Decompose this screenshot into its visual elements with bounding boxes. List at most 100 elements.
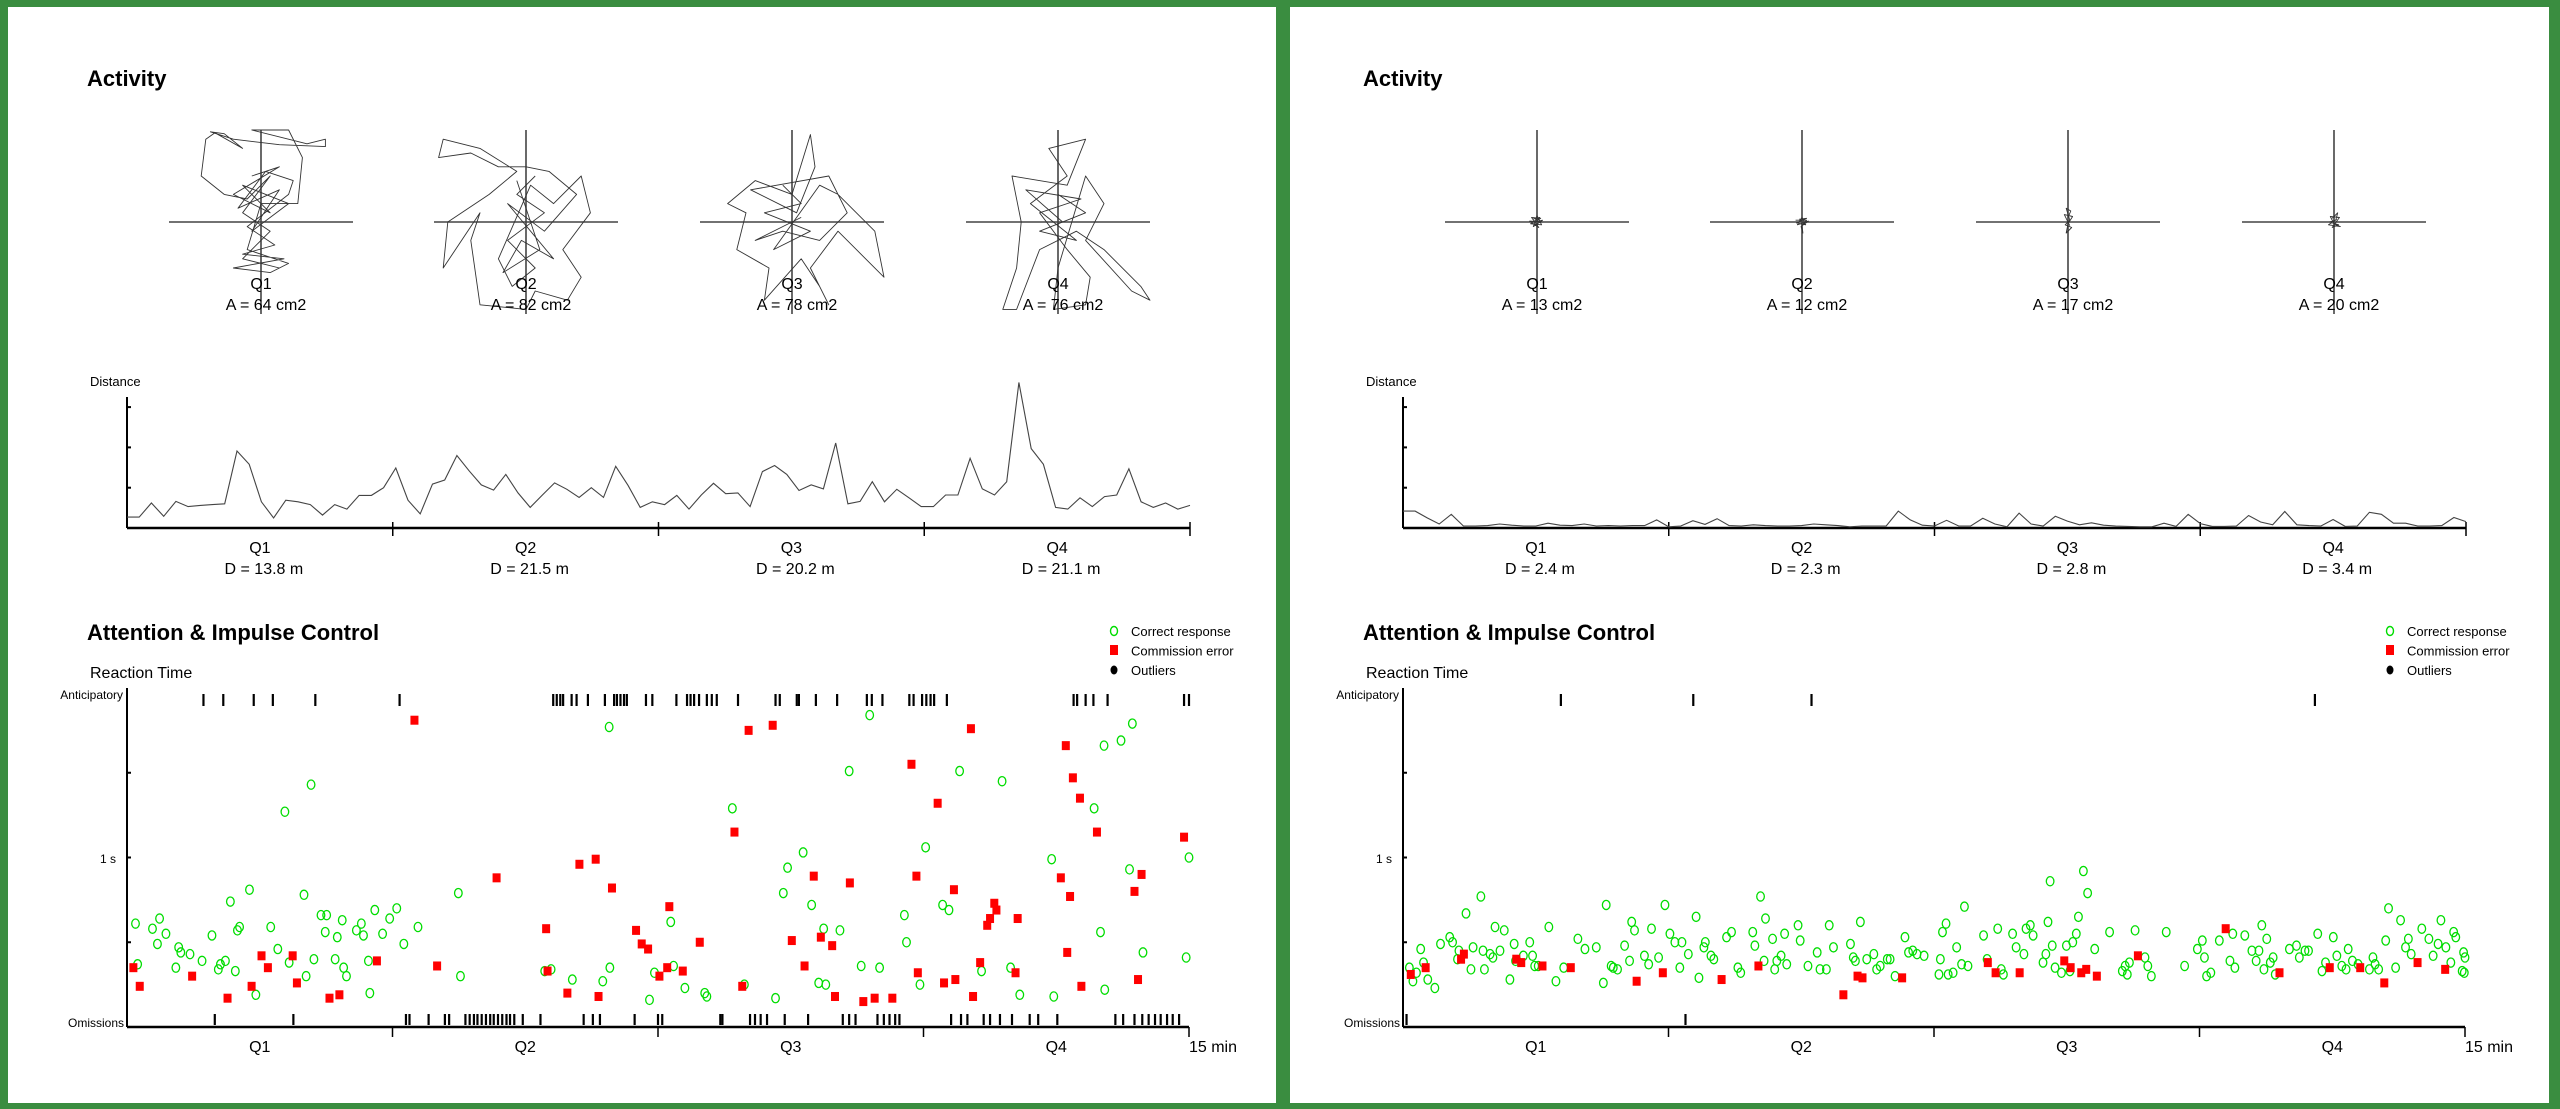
quadrant-area: A = 20 cm2 xyxy=(2299,297,2380,314)
quadrant-label: Q1 xyxy=(250,276,271,293)
trajectory-path-q2 xyxy=(1795,216,1809,234)
correct-response-point xyxy=(2433,938,2443,950)
correct-response-point xyxy=(230,965,240,977)
correct-response-point xyxy=(1488,952,1498,963)
rt-quarter-label: Q3 xyxy=(780,1039,801,1056)
correct-response-point xyxy=(1613,964,1622,975)
commission-error-point xyxy=(940,978,949,988)
correct-response-point xyxy=(902,937,911,948)
rt-quarter-label: Q3 xyxy=(2056,1039,2077,1056)
correct-response-point xyxy=(1935,953,1945,965)
correct-response-point xyxy=(2328,931,2338,943)
quadrant-label: Q2 xyxy=(1791,276,1812,293)
trajectory-plot-q2 xyxy=(1710,130,1894,314)
correct-response-point xyxy=(1485,948,1495,960)
commission-error-point xyxy=(845,878,854,888)
quadrant-area: A = 78 cm2 xyxy=(757,297,838,314)
correct-response-point xyxy=(301,970,311,982)
correct-response-point xyxy=(176,947,186,958)
commission-error-point xyxy=(768,720,777,730)
correct-response-point xyxy=(232,925,242,936)
correct-response-point xyxy=(798,847,808,858)
correct-response-point xyxy=(2073,911,2083,923)
correct-response-point xyxy=(1756,891,1765,902)
correct-response-point xyxy=(1049,991,1059,1002)
correct-response-point xyxy=(2230,962,2240,973)
commission-error-point xyxy=(129,963,138,973)
correct-response-point xyxy=(1691,911,1701,923)
correct-response-point xyxy=(1776,950,1786,962)
correct-response-point xyxy=(213,964,223,975)
distance-label: Distance xyxy=(1366,374,1417,389)
correct-response-point xyxy=(680,982,690,994)
quadrant-label: Q2 xyxy=(515,276,536,293)
correct-response-point xyxy=(1639,950,1649,962)
commission-error-point xyxy=(888,993,897,1003)
correct-response-point xyxy=(359,930,368,941)
correct-response-point xyxy=(2043,916,2053,928)
trajectory-path-q1 xyxy=(1529,215,1544,228)
commission-error-point xyxy=(607,883,616,893)
correct-response-point xyxy=(356,918,366,929)
correct-response-point xyxy=(245,884,254,895)
commission-error-point xyxy=(2356,963,2365,973)
correct-response-point xyxy=(2341,964,2351,975)
correct-response-point xyxy=(997,775,1007,787)
correct-response-point xyxy=(1096,926,1105,938)
correct-response-point xyxy=(1677,937,1687,948)
correct-response-point xyxy=(2251,955,2261,967)
commission-error-point xyxy=(695,937,704,947)
legend-commission-icon xyxy=(2386,645,2394,655)
correct-response-point xyxy=(856,960,866,972)
correct-response-point xyxy=(1869,948,1879,960)
correct-response-point xyxy=(2068,937,2078,948)
correct-response-point xyxy=(1943,969,1953,980)
commission-error-point xyxy=(992,905,1001,915)
reaction-time-label: Reaction Time xyxy=(1366,665,1468,682)
commission-error-point xyxy=(1180,832,1189,842)
correct-response-point xyxy=(1706,950,1716,962)
commission-error-point xyxy=(1130,886,1139,896)
correct-response-point xyxy=(1759,955,1769,967)
commission-error-point xyxy=(809,871,818,881)
correct-response-point xyxy=(2459,967,2469,979)
legend-outlier-icon xyxy=(2386,665,2394,675)
correct-response-point xyxy=(1904,947,1913,958)
distance-line xyxy=(1403,510,2467,528)
correct-response-point xyxy=(955,765,965,777)
y-label-1s: 1 s xyxy=(1376,852,1392,866)
trajectory-plot-q2 xyxy=(434,130,618,314)
correct-response-point xyxy=(1855,916,1865,928)
correct-response-point xyxy=(2428,950,2438,962)
commission-error-point xyxy=(1853,971,1862,981)
correct-response-point xyxy=(2446,957,2456,968)
commission-error-point xyxy=(787,936,796,946)
correct-response-point xyxy=(1780,928,1790,940)
correct-response-point xyxy=(2332,950,2342,962)
y-label-omissions: Omissions xyxy=(1344,1016,1400,1030)
correct-response-point xyxy=(1722,931,1732,943)
correct-response-point xyxy=(2391,962,2401,973)
correct-response-point xyxy=(604,721,614,733)
correct-response-point xyxy=(322,909,332,921)
correct-response-point xyxy=(2313,928,2323,940)
commission-error-point xyxy=(575,859,584,869)
correct-response-point xyxy=(337,914,347,926)
distance-quarter-value: D = 2.3 m xyxy=(1771,561,1841,578)
commission-error-point xyxy=(730,827,739,837)
correct-response-point xyxy=(1979,930,1989,941)
correct-response-point xyxy=(2364,964,2374,975)
correct-response-point xyxy=(865,709,875,721)
correct-response-point xyxy=(2008,928,2018,940)
correct-response-point xyxy=(2228,928,2238,940)
commission-error-point xyxy=(951,975,960,985)
trajectory-path-q4 xyxy=(2328,212,2341,228)
panel-right: Activity Q1 A = 13 cm2 Q2 A = 12 cm2 Q3 A = 17… xyxy=(1336,66,2513,1056)
commission-error-point xyxy=(966,724,975,734)
x-end-label: 15 min xyxy=(1189,1039,1237,1056)
rt-quarter-label: Q2 xyxy=(1791,1039,1812,1056)
correct-response-point xyxy=(1957,959,1967,970)
distance-quarter-value: D = 21.5 m xyxy=(490,561,569,578)
correct-response-point xyxy=(835,925,845,936)
correct-response-point xyxy=(1709,953,1719,965)
